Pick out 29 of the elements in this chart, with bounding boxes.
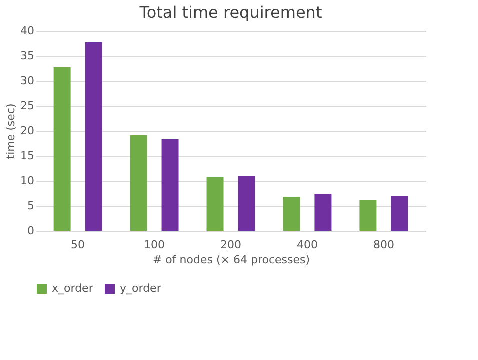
y-tick-label: 5 (28, 200, 34, 212)
bar (85, 42, 102, 231)
bar (130, 136, 148, 231)
y-tick-label: 20 (20, 124, 34, 138)
y-tick-label: 30 (20, 74, 34, 88)
x-tick-label: 800 (373, 238, 394, 252)
x-tick-label: 50 (71, 238, 86, 252)
bar (54, 68, 71, 231)
y-tick-label: 35 (20, 50, 34, 62)
bar (360, 200, 377, 231)
bar (314, 194, 332, 231)
x-tick-label: 100 (144, 238, 166, 252)
x-tick-label: 200 (220, 238, 242, 252)
y-axis-title: time (sec) (4, 104, 18, 160)
bar (206, 177, 224, 231)
y-tick-label: 0 (28, 224, 34, 238)
y-tick-label: 15 (20, 150, 34, 162)
y-tick-label: 25 (20, 100, 34, 112)
chart-title: Total time requirement (138, 3, 322, 22)
x-tick-label: 400 (296, 238, 318, 252)
x-axis-title: # of nodes (× 64 processes) (152, 254, 310, 266)
y-tick-label: 40 (20, 24, 34, 38)
legend-label: y_order (120, 282, 162, 295)
bar (238, 176, 256, 231)
bar (391, 196, 408, 231)
legend-label: x_order (52, 282, 94, 295)
bar (162, 140, 179, 231)
y-tick-label: 10 (20, 174, 34, 188)
bar (283, 197, 300, 231)
